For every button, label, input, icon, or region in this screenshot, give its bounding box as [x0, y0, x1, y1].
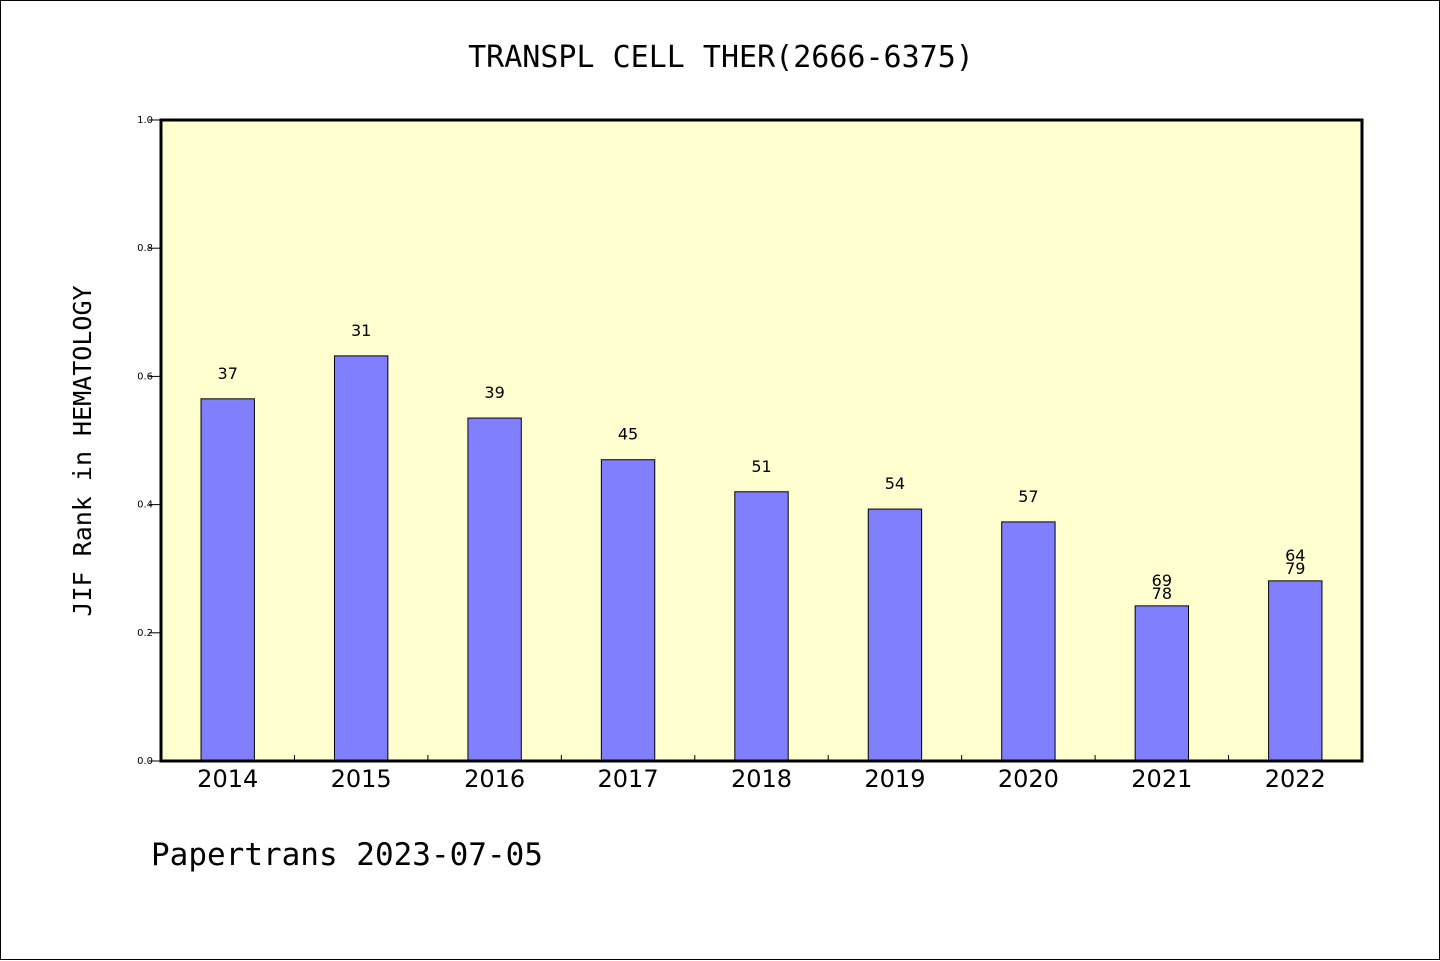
bar-label-2022-0: 64 [1285, 546, 1305, 565]
bar-2015 [333, 355, 389, 762]
bar-label-2016-0: 39 [484, 383, 504, 402]
y-axis: 0.0 0.2 0.4 0.6 0.8 1.0 [137, 115, 161, 767]
y-tick-label-0: 0.0 [137, 756, 153, 767]
x-tick-label-2020: 2020 [998, 765, 1059, 793]
bar-2014 [200, 398, 255, 762]
chart-title: TRANSPL CELL THER(2666-6375) [468, 40, 974, 75]
plot-border [159, 118, 1364, 763]
bar-label-2017-0: 45 [618, 425, 638, 444]
bar-label-2014-0: 37 [218, 364, 238, 383]
y-tick-label-1: 0.2 [137, 628, 153, 639]
bar-2018 [734, 491, 789, 762]
y-tick-label-5: 1.0 [137, 115, 153, 126]
bar-label-2020-0: 57 [1018, 487, 1038, 506]
bar-2016 [467, 417, 522, 762]
y-tick-label-3: 0.6 [137, 371, 153, 382]
bar-2019 [867, 508, 923, 762]
x-tick-label-2021: 2021 [1131, 765, 1192, 793]
bar-2021 [1134, 605, 1190, 762]
bar-label-2018-0: 51 [751, 457, 771, 476]
y-tick-label-4: 0.8 [137, 243, 153, 254]
bar-2017 [600, 459, 656, 762]
x-tick-label-2019: 2019 [864, 765, 925, 793]
footer-credit: Papertrans 2023-07-05 [151, 837, 543, 873]
bar-label-2015-0: 31 [351, 321, 371, 340]
x-tick-label-2017: 2017 [598, 765, 659, 793]
bar-2020 [1001, 521, 1056, 762]
x-tick-label-2018: 2018 [731, 765, 792, 793]
bar-label-2019-0: 54 [885, 474, 905, 493]
y-axis-label: JIF Rank in HEMATOLOGY [68, 285, 97, 616]
bar-label-2022-1: 79 [1285, 559, 1305, 578]
y-tick-label-2: 0.4 [137, 500, 153, 511]
bar-label-2021-1: 78 [1152, 584, 1172, 603]
bar-label-2021-0: 69 [1152, 571, 1172, 590]
bar-2022 [1268, 580, 1323, 762]
x-tick-label-2016: 2016 [464, 765, 525, 793]
x-tick-label-2022: 2022 [1265, 765, 1326, 793]
x-tick-label-2015: 2015 [331, 765, 392, 793]
x-axis: 2014 2015 2016 2017 2018 2019 2020 2021 2022 [197, 755, 1326, 793]
x-tick-label-2014: 2014 [197, 765, 258, 793]
